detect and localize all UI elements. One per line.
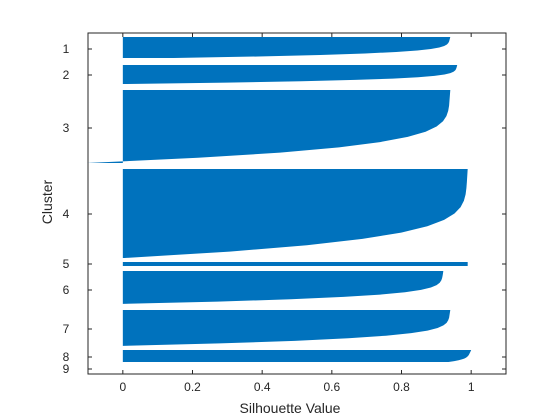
x-axis-title: Silhouette Value [240,400,341,416]
y-tick-label-2: 2 [63,68,70,82]
y-tick-label-9: 9 [63,362,70,376]
x-ticks: 0 0.2 0.4 0.6 0.8 1 [119,33,475,394]
bars-layer [86,37,472,362]
y-tick-label-8: 8 [63,350,70,364]
y-tick-label-3: 3 [63,121,70,135]
y-tick-label-4: 4 [63,207,70,221]
x-tick-label: 0.2 [184,380,201,394]
cluster-7-bar [117,310,451,346]
cluster-4-bar [122,169,468,258]
x-tick-label: 0 [119,380,126,394]
x-tick-label: 1 [468,380,475,394]
y-ticks: 1 2 3 4 5 6 7 89 [63,42,506,376]
y-axis-title: Cluster [39,179,55,224]
plot-frame [87,32,507,375]
x-tick-label: 0.6 [323,380,340,394]
x-tick-label: 0.8 [393,380,410,394]
y-tick-label-5: 5 [63,257,70,271]
cluster-6-bar [118,271,444,304]
y-tick-label-1: 1 [63,42,70,56]
x-tick-label: 0.4 [254,380,271,394]
cluster-3-bar [86,90,451,163]
cluster-5-bar [122,262,468,266]
y-tick-label-7: 7 [63,322,70,336]
cluster-1-bar [122,37,451,58]
cluster-2-bar [122,65,458,84]
cluster-8-bar [122,350,472,362]
y-tick-label-6: 6 [63,283,70,297]
